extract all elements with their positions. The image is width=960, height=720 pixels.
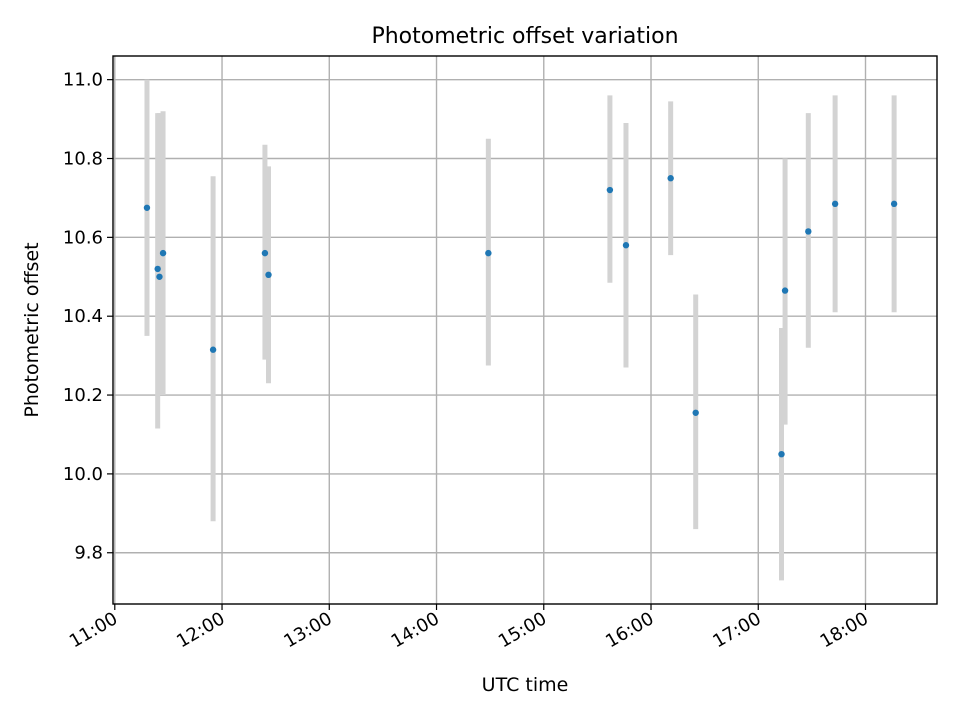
plot-frame <box>112 55 938 605</box>
x-axis-label: UTC time <box>482 674 569 696</box>
y-axis-label: Photometric offset <box>21 242 43 417</box>
data-point <box>143 204 151 211</box>
y-tick-label: 11.0 <box>63 70 103 91</box>
x-tick-label: 16:00 <box>602 608 657 652</box>
x-tick-label: 13:00 <box>280 608 335 652</box>
data-point <box>890 200 898 208</box>
data-point <box>805 228 812 235</box>
data-point <box>831 200 839 208</box>
y-tick-label: 10.6 <box>63 227 103 248</box>
x-tick-label: 12:00 <box>173 608 228 652</box>
y-tick-label: 9.8 <box>74 543 103 564</box>
data-points <box>143 175 898 458</box>
axis-ticks: 11:00 12:00 13:00 14:00 15:00 16:00 17:00 18:00… <box>63 70 872 653</box>
data-point <box>606 186 614 194</box>
y-tick-label: 10.4 <box>63 306 103 327</box>
x-tick-label: 11:00 <box>66 608 121 652</box>
x-tick-label: 14:00 <box>388 608 443 652</box>
x-tick-label: 15:00 <box>495 608 550 652</box>
data-point <box>261 249 269 257</box>
y-tick-label: 10.8 <box>63 149 103 170</box>
x-tick-label: 18:00 <box>817 608 872 652</box>
data-point <box>622 242 630 249</box>
x-tick-label: 17:00 <box>709 608 764 652</box>
data-point <box>485 249 492 257</box>
data-point <box>265 271 272 279</box>
data-point <box>154 265 161 273</box>
data-point <box>778 450 785 458</box>
data-point <box>209 346 217 353</box>
data-point <box>692 409 699 416</box>
y-tick-label: 10.0 <box>63 464 103 485</box>
y-tick-label: 10.2 <box>63 385 103 406</box>
grid <box>113 56 937 604</box>
data-point <box>159 249 167 257</box>
data-point <box>156 273 163 280</box>
data-point <box>667 175 674 182</box>
chart-title: Photometric offset variation <box>371 24 678 49</box>
data-point <box>781 287 789 294</box>
error-bars <box>144 79 897 581</box>
